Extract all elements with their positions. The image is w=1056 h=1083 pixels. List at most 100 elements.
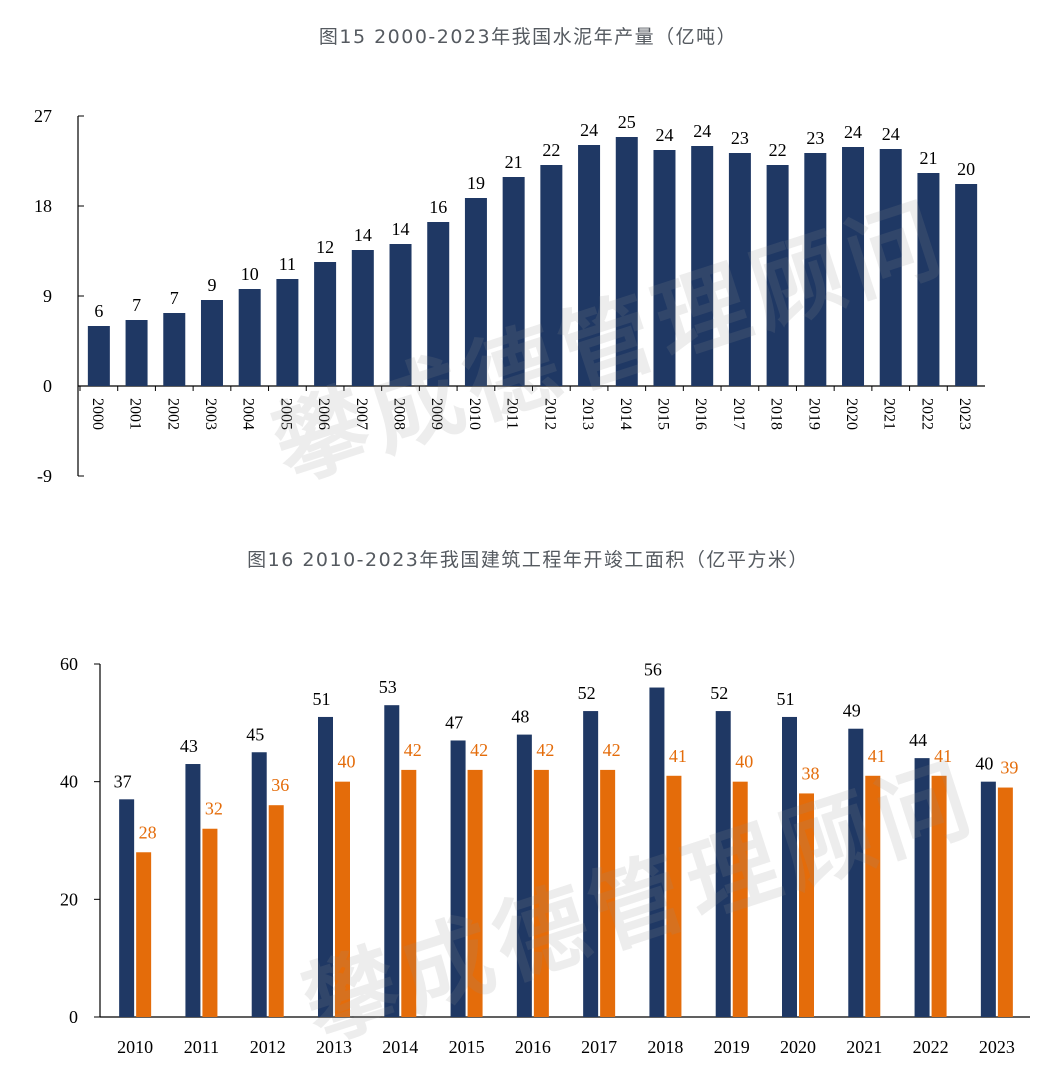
bar bbox=[502, 177, 525, 386]
data-label-series-1: 56 bbox=[644, 660, 662, 680]
x-tick-label: 2021 bbox=[881, 398, 898, 430]
x-tick-label: 2013 bbox=[579, 398, 596, 430]
x-tick-label: 2020 bbox=[843, 398, 860, 430]
bar bbox=[615, 137, 638, 386]
x-tick-label: 2014 bbox=[617, 398, 634, 430]
data-label-series-2: 42 bbox=[536, 740, 554, 760]
data-label-series-2: 28 bbox=[139, 822, 157, 842]
bar bbox=[314, 262, 337, 386]
y-tick-label: 40 bbox=[60, 772, 78, 792]
data-label: 16 bbox=[429, 197, 447, 217]
data-label-series-1: 53 bbox=[379, 677, 397, 697]
x-tick-label: 2014 bbox=[382, 1037, 418, 1057]
bar-series-2 bbox=[467, 769, 483, 1017]
data-label: 20 bbox=[957, 159, 975, 179]
chart1-caption: 图15 2000-2023年我国水泥年产量（亿吨） bbox=[318, 26, 738, 48]
x-tick-label: 2023 bbox=[956, 398, 973, 430]
bar-series-2 bbox=[401, 769, 417, 1017]
y-tick-label: 9 bbox=[43, 286, 52, 306]
data-label-series-2: 42 bbox=[603, 740, 621, 760]
bar bbox=[351, 250, 374, 386]
data-label-series-2: 36 bbox=[271, 775, 289, 795]
data-label-series-2: 38 bbox=[802, 763, 820, 783]
bar-series-2 bbox=[931, 775, 947, 1017]
bar bbox=[389, 244, 412, 386]
data-label: 24 bbox=[580, 120, 598, 140]
x-tick-label: 2020 bbox=[780, 1037, 816, 1057]
y-tick-label: 27 bbox=[34, 106, 52, 126]
data-label-series-1: 51 bbox=[313, 689, 331, 709]
data-label-series-1: 44 bbox=[909, 730, 927, 750]
bar-series-2 bbox=[865, 775, 881, 1017]
bar bbox=[200, 300, 223, 386]
x-tick-label: 2010 bbox=[117, 1037, 153, 1057]
x-tick-label: 2015 bbox=[449, 1037, 485, 1057]
data-label-series-2: 41 bbox=[669, 746, 687, 766]
x-tick-label: 2007 bbox=[353, 398, 370, 430]
bar bbox=[276, 279, 299, 386]
data-label: 14 bbox=[354, 225, 372, 245]
x-tick-label: 2021 bbox=[846, 1037, 882, 1057]
x-tick-label: 2013 bbox=[316, 1037, 352, 1057]
data-label-series-1: 52 bbox=[578, 683, 596, 703]
data-label: 25 bbox=[618, 112, 636, 132]
data-label-series-1: 48 bbox=[511, 707, 529, 727]
data-label: 21 bbox=[505, 152, 523, 172]
bar bbox=[653, 150, 676, 386]
data-label: 6 bbox=[94, 301, 103, 321]
x-tick-label: 2008 bbox=[391, 398, 408, 430]
y-tick-label: 60 bbox=[60, 654, 78, 674]
x-tick-label: 2023 bbox=[979, 1037, 1015, 1057]
data-label-series-2: 42 bbox=[404, 740, 422, 760]
bar-series-2 bbox=[202, 828, 218, 1017]
bar-series-2 bbox=[799, 793, 814, 1017]
bar-series-2 bbox=[666, 775, 682, 1017]
data-label: 11 bbox=[279, 254, 296, 274]
data-label-series-1: 47 bbox=[445, 712, 463, 732]
x-tick-label: 2012 bbox=[541, 398, 558, 430]
bar-series-1 bbox=[185, 764, 201, 1017]
data-label-series-1: 37 bbox=[114, 771, 132, 791]
x-tick-label: 2010 bbox=[466, 398, 483, 430]
bar-series-2 bbox=[335, 781, 350, 1017]
bar bbox=[540, 165, 563, 386]
bar bbox=[87, 326, 110, 386]
bar-series-1 bbox=[649, 687, 665, 1017]
x-tick-label: 2006 bbox=[315, 398, 332, 430]
data-label-series-2: 41 bbox=[868, 746, 886, 766]
x-tick-label: 2011 bbox=[504, 398, 521, 429]
data-label: 7 bbox=[170, 288, 179, 308]
data-label-series-1: 40 bbox=[975, 754, 993, 774]
data-label: 23 bbox=[806, 128, 824, 148]
x-tick-label: 2022 bbox=[918, 398, 935, 430]
data-label: 9 bbox=[207, 275, 216, 295]
data-label-series-2: 42 bbox=[470, 740, 488, 760]
y-tick-label: 0 bbox=[43, 376, 52, 396]
x-tick-label: 2004 bbox=[240, 398, 257, 430]
bar-series-1 bbox=[715, 711, 731, 1017]
data-label: 12 bbox=[316, 237, 334, 257]
data-label-series-1: 43 bbox=[180, 736, 198, 756]
data-label-series-1: 51 bbox=[777, 689, 795, 709]
x-tick-label: 2009 bbox=[428, 398, 445, 430]
cement-production-chart: 27 18 9 0 -9 6 2000 7 2001 7 2002 9 2003 10 2004 11 2005… bbox=[34, 106, 985, 486]
data-label-series-2: 41 bbox=[934, 746, 952, 766]
bar bbox=[766, 165, 789, 386]
x-tick-label: 2000 bbox=[89, 398, 106, 430]
data-label: 24 bbox=[693, 121, 711, 141]
x-tick-label: 2019 bbox=[714, 1037, 750, 1057]
bar bbox=[125, 320, 148, 386]
data-label: 10 bbox=[241, 264, 259, 284]
x-tick-label: 2019 bbox=[805, 398, 822, 430]
x-tick-label: 2022 bbox=[913, 1037, 949, 1057]
data-label: 22 bbox=[542, 140, 560, 160]
data-label-series-2: 40 bbox=[735, 752, 753, 772]
bar-series-2 bbox=[732, 781, 748, 1017]
bar bbox=[427, 222, 450, 386]
data-label-series-2: 39 bbox=[1000, 758, 1018, 778]
x-tick-label: 2017 bbox=[581, 1037, 617, 1057]
bar bbox=[163, 313, 186, 386]
bar bbox=[728, 153, 751, 386]
data-label-series-1: 49 bbox=[843, 701, 861, 721]
